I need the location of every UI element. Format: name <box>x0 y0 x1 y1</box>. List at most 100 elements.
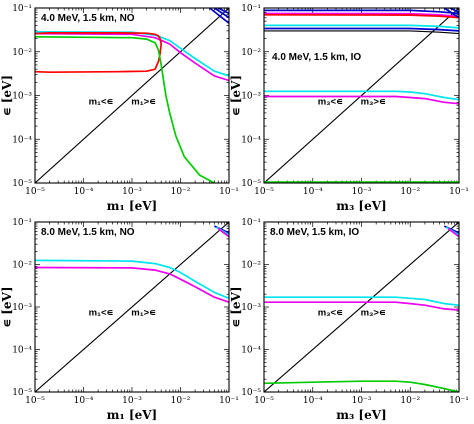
x-tick-label: 10⁻¹ <box>219 187 239 197</box>
series-line <box>264 8 459 183</box>
x-tick-label: 10⁻¹ <box>219 396 239 406</box>
y-tick-label: 10⁻¹ <box>241 4 261 14</box>
series-line <box>264 12 459 18</box>
y-tick-label: 10⁻⁵ <box>241 388 261 398</box>
plot-frame <box>34 221 230 393</box>
region-annotation: m₃>∊ <box>361 308 386 319</box>
x-tick-label: 10⁻¹ <box>449 396 469 406</box>
series-line <box>447 227 459 238</box>
x-tick-label: 10⁻⁴ <box>74 396 94 406</box>
series-line <box>35 266 229 304</box>
region-annotation: m₃<∊ <box>318 308 343 319</box>
y-tick-label: 10⁻⁴ <box>12 346 32 356</box>
x-tick-label: 10⁻⁵ <box>254 396 274 406</box>
x-tick-label: 10⁻² <box>400 187 420 197</box>
y-tick-label: 10⁻³ <box>12 92 32 102</box>
series-line <box>217 8 229 15</box>
y-tick-label: 10⁻² <box>12 48 32 58</box>
series-group <box>264 8 459 183</box>
region-annotation: m₁>∊ <box>131 308 156 319</box>
y-tick-label: 10⁻² <box>12 261 32 271</box>
y-tick-label: 10⁻⁵ <box>241 179 261 189</box>
y-tick-label: 10⁻³ <box>241 92 261 102</box>
y-tick-label: 10⁻⁵ <box>12 388 32 398</box>
y-tick-label: 10⁻² <box>241 261 261 271</box>
region-annotation: m₁<∊ <box>89 96 114 107</box>
x-tick-label: 10⁻⁵ <box>25 396 45 406</box>
y-tick-label: 10⁻⁴ <box>241 135 261 145</box>
plot-panel: 10⁻⁵ 10⁻⁴ 10⁻³ 10⁻² 10⁻¹ 10⁻⁵ 10⁻⁴ 10⁻³ 10⁻² 10⁻¹… <box>229 4 469 213</box>
series-line <box>264 296 459 307</box>
x-tick-label: 10⁻² <box>400 396 420 406</box>
series-line <box>264 24 459 29</box>
series-line <box>264 27 459 32</box>
plot-panel: 10⁻⁵ 10⁻⁴ 10⁻³ 10⁻² 10⁻¹ 10⁻⁵ 10⁻⁴ 10⁻³ 10⁻² 10⁻¹… <box>229 218 469 422</box>
x-tick-label: 10⁻³ <box>352 396 372 406</box>
series-group <box>264 222 459 392</box>
series-line <box>264 9 459 15</box>
y-axis-label: ∊ [eV] <box>0 286 14 327</box>
series-line <box>264 95 459 105</box>
plot-frame <box>263 7 460 184</box>
series-line <box>213 8 229 19</box>
x-tick-label: 10⁻⁵ <box>25 187 45 197</box>
y-tick-label: 10⁻² <box>241 48 261 58</box>
series-line <box>35 32 229 82</box>
x-tick-label: 10⁻⁴ <box>74 187 94 197</box>
y-axis-label: ∊ [eV] <box>229 75 243 116</box>
series-line <box>35 32 163 74</box>
x-tick-label: 10⁻³ <box>352 187 372 197</box>
x-axis-label: m₃ [eV] <box>336 408 386 422</box>
y-tick-label: 10⁻¹ <box>12 218 32 228</box>
series-line <box>217 227 229 238</box>
x-tick-label: 10⁻³ <box>122 396 142 406</box>
series-line <box>264 30 459 35</box>
region-annotation: m₁>∊ <box>131 96 156 107</box>
series-line <box>35 35 215 183</box>
region-annotation: m₃>∊ <box>361 96 386 107</box>
region-annotation: m₃<∊ <box>318 96 343 107</box>
y-tick-label: 10⁻⁴ <box>12 135 32 145</box>
panel-title: 8.0 MeV, 1.5 km, IO <box>270 227 359 238</box>
x-tick-label: 10⁻² <box>171 396 191 406</box>
y-axis-label: ∊ [eV] <box>229 286 243 327</box>
plot-frame <box>263 221 460 393</box>
panel-title: 4.0 MeV, 1.5 km, IO <box>272 52 361 63</box>
y-axis-label: ∊ [eV] <box>0 75 14 116</box>
x-axis-label: m₃ [eV] <box>336 199 386 213</box>
series-group <box>35 8 229 183</box>
y-tick-label: 10⁻⁴ <box>241 346 261 356</box>
plot-panel: 10⁻⁵ 10⁻⁴ 10⁻³ 10⁻² 10⁻¹ 10⁻⁵ 10⁻⁴ 10⁻³ 10⁻² 10⁻¹… <box>0 218 239 422</box>
series-line <box>209 8 229 24</box>
series-line <box>264 301 459 311</box>
x-tick-label: 10⁻¹ <box>449 187 469 197</box>
x-tick-label: 10⁻³ <box>122 187 142 197</box>
series-line <box>35 8 229 183</box>
series-line <box>449 8 459 13</box>
series-line <box>264 90 459 101</box>
series-line <box>443 8 459 19</box>
x-tick-label: 10⁻⁵ <box>254 187 274 197</box>
x-tick-label: 10⁻⁴ <box>303 187 323 197</box>
x-axis-label: m₁ [eV] <box>107 408 157 422</box>
region-annotation: m₁<∊ <box>89 308 114 319</box>
series-line <box>264 380 459 392</box>
plot-panel: 10⁻⁵ 10⁻⁴ 10⁻³ 10⁻² 10⁻¹ 10⁻⁵ 10⁻⁴ 10⁻³ 10⁻² 10⁻¹… <box>0 4 239 213</box>
series-line <box>35 222 229 392</box>
x-axis-label: m₁ [eV] <box>107 199 157 213</box>
series-line <box>264 222 459 392</box>
plot-frame <box>34 7 230 184</box>
y-tick-label: 10⁻³ <box>241 303 261 313</box>
y-tick-label: 10⁻⁵ <box>12 179 32 189</box>
panel-title: 8.0 MeV, 1.5 km, NO <box>41 227 135 238</box>
series-line <box>264 13 459 19</box>
panel-title: 4.0 MeV, 1.5 km, NO <box>41 13 135 24</box>
y-tick-label: 10⁻¹ <box>241 218 261 228</box>
y-tick-label: 10⁻³ <box>12 303 32 313</box>
series-line <box>35 259 229 300</box>
x-tick-label: 10⁻² <box>171 187 191 197</box>
series-group <box>35 222 229 392</box>
y-tick-label: 10⁻¹ <box>12 4 32 14</box>
x-tick-label: 10⁻⁴ <box>303 396 323 406</box>
